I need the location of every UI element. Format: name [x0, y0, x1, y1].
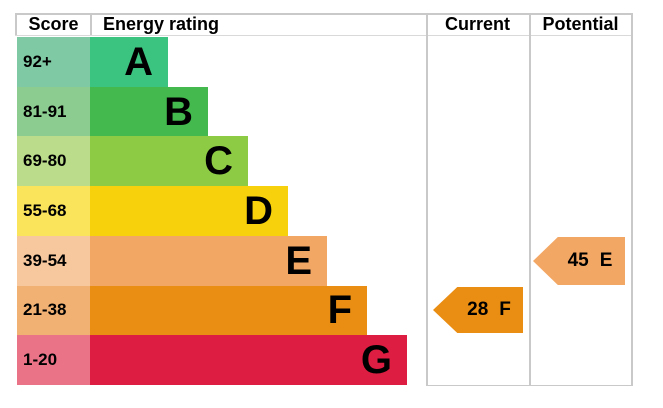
band-letter-g: G [360, 338, 392, 383]
score-range-b: 81-91 [17, 86, 90, 137]
band-row-f: 21-38 F [17, 285, 647, 336]
current-column-divider [426, 13, 428, 386]
band-row-d: 55-68 D [17, 186, 647, 236]
band-bar-g: G [90, 335, 407, 385]
potential-rating-band: E [599, 250, 613, 271]
header-current: Current [444, 14, 510, 34]
band-row-c: 69-80 C [17, 136, 647, 187]
table-top-border [15, 13, 632, 15]
header-potential: Potential [542, 14, 619, 34]
band-bar-c: C [90, 136, 248, 187]
band-letter-d: D [244, 188, 273, 233]
band-bar-e: E [90, 235, 327, 286]
table-left-border [15, 13, 17, 35]
header-underline [15, 35, 632, 36]
score-range-f: 21-38 [17, 285, 90, 336]
current-rating-value: 28 [467, 299, 489, 320]
band-row-e: 39-54 E [17, 235, 647, 286]
score-range-e: 39-54 [17, 235, 90, 286]
potential-rating-value: 45 [567, 250, 589, 271]
score-range-c: 69-80 [17, 136, 90, 187]
band-bar-b: B [90, 86, 208, 137]
band-row-b: 81-91 B [17, 86, 647, 137]
score-range-g: 1-20 [17, 335, 90, 385]
band-letter-a: A [124, 39, 153, 84]
table-right-border [631, 13, 633, 386]
band-bar-d: D [90, 186, 288, 236]
band-letter-b: B [164, 89, 193, 134]
band-row-a: 92+ A [17, 37, 647, 87]
header-score: Score [28, 14, 79, 34]
table-bottom-border [426, 385, 633, 386]
band-bar-a: A [90, 37, 168, 87]
band-letter-f: F [327, 288, 352, 333]
band-bar-f: F [90, 285, 367, 336]
current-rating-band: F [499, 299, 511, 320]
header-energy-rating: Energy rating [103, 14, 220, 34]
energy-bands: 92+ A 81-91 B 69-80 C 55-68 D 39-54 [17, 37, 647, 385]
score-range-a: 92+ [17, 37, 90, 87]
band-row-g: 1-20 G [17, 335, 647, 385]
band-letter-c: C [204, 139, 233, 184]
band-letter-e: E [285, 238, 312, 283]
potential-column-divider [529, 13, 531, 386]
score-column-divider [90, 13, 92, 35]
score-range-d: 55-68 [17, 186, 90, 236]
